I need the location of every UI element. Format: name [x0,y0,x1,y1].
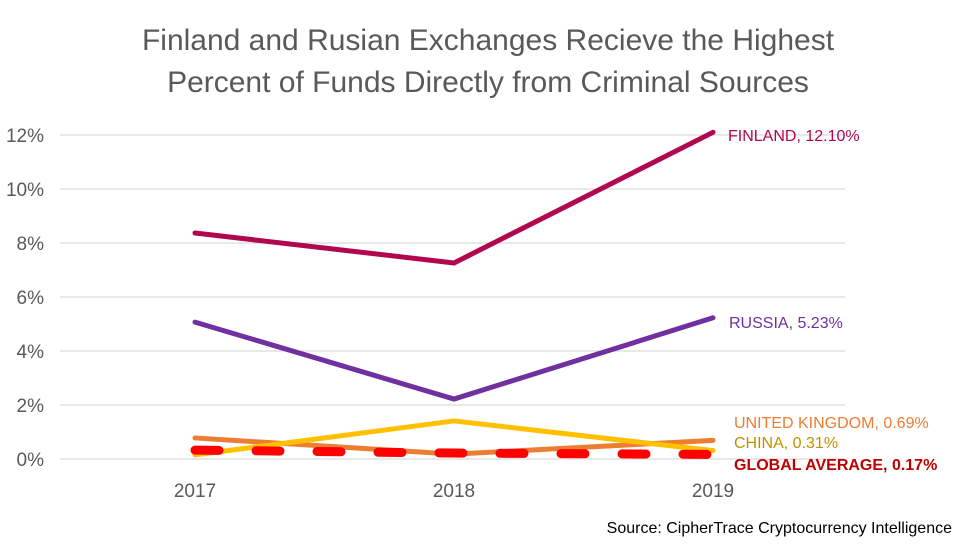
series-line-global-average [190,445,718,459]
y-axis-ticks: 0% 2% 4% 6% 8% 10% 12% [6,126,44,471]
x-tick-label: 2019 [692,481,734,502]
y-tick-label: 10% [6,180,44,201]
chart-title-line-1: Finland and Rusian Exchanges Recieve the… [142,24,835,57]
end-label-china: CHINA, 0.31% [734,435,838,452]
y-tick-label: 12% [6,126,44,147]
end-label-finland: FINLAND, 12.10% [728,128,860,145]
chart-title-line-2: Percent of Funds Directly from Criminal … [167,66,809,99]
series-line-russia [192,315,716,402]
x-tick-label: 2017 [174,481,216,502]
end-label-united-kingdom: UNITED KINGDOM, 0.69% [734,415,929,432]
x-axis-ticks: 2017 2018 2019 [174,481,734,502]
y-tick-label: 2% [17,396,45,417]
y-tick-label: 4% [17,342,45,363]
y-tick-label: 8% [17,234,45,255]
end-label-global-average: GLOBAL AVERAGE, 0.17% [734,457,937,474]
source-note: Source: CipherTrace Cryptocurrency Intel… [607,520,952,537]
x-tick-label: 2018 [433,481,475,502]
gridlines [60,134,845,460]
end-labels: FINLAND, 12.10% RUSSIA, 5.23% UNITED KINGD… [728,128,937,474]
end-label-russia: RUSSIA, 5.23% [729,315,843,332]
y-tick-label: 0% [17,450,45,471]
series-lines [190,129,718,459]
y-tick-label: 6% [17,288,45,309]
